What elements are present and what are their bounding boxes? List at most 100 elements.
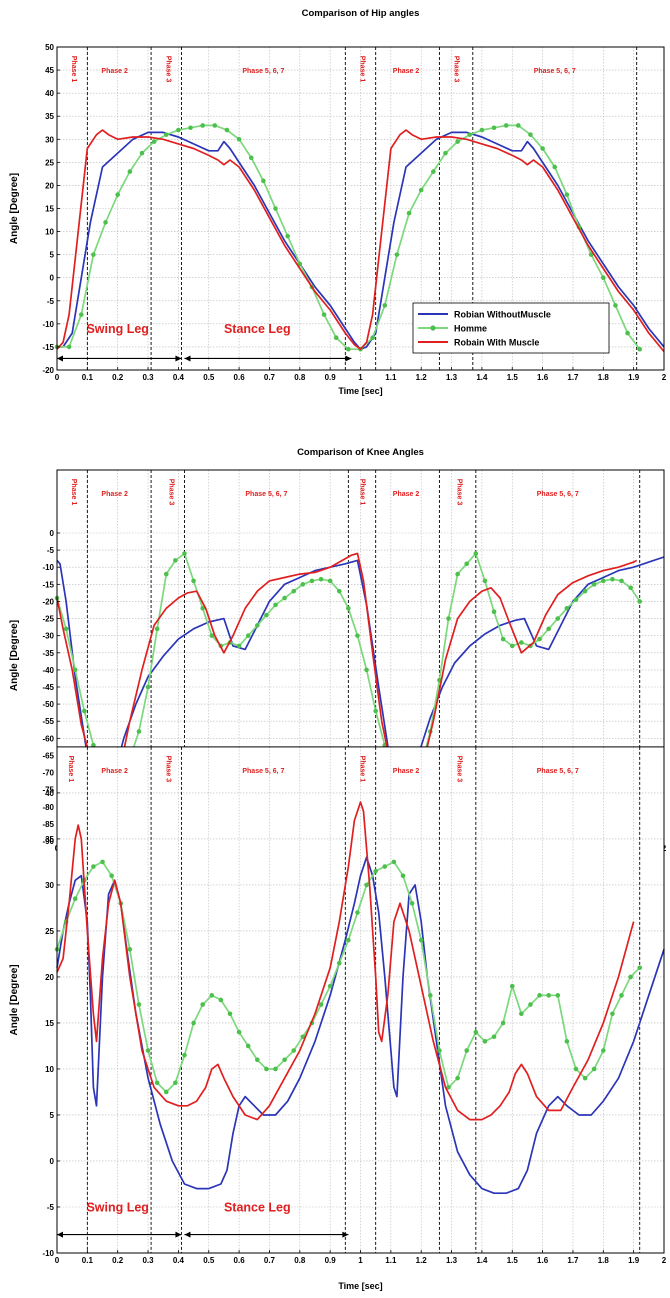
x-tick-label: 1.1: [385, 373, 397, 382]
phase-label: Phase 5, 6, 7: [534, 68, 576, 75]
data-point-homme: [100, 859, 105, 865]
y-tick-label: 25: [45, 158, 54, 167]
phase-label: Phase 5, 6, 7: [242, 768, 284, 775]
y-tick-label: -5: [47, 1203, 55, 1212]
data-point-homme: [91, 252, 96, 257]
x-tick-label: 1: [358, 1256, 363, 1265]
data-point-homme: [297, 261, 303, 267]
data-point-homme: [82, 708, 87, 714]
data-point-homme: [66, 344, 72, 350]
x-tick-label: 0.1: [82, 1256, 94, 1265]
data-point-homme: [431, 169, 436, 174]
y-tick-label: 30: [45, 135, 54, 144]
data-point-homme: [318, 576, 324, 582]
x-tick-label: 0.5: [203, 373, 215, 382]
data-point-homme: [318, 1002, 324, 1007]
data-point-homme: [154, 1080, 160, 1086]
data-point-homme: [63, 626, 69, 632]
data-point-homme: [537, 993, 542, 998]
data-point-homme: [261, 178, 266, 184]
data-point-homme: [291, 588, 297, 594]
y-tick-label: -10: [42, 563, 54, 572]
y-tick-label: -55: [42, 717, 54, 726]
data-point-homme: [109, 873, 114, 879]
data-point-homme: [637, 346, 643, 352]
legend-label: Homme: [454, 324, 487, 334]
data-point-homme: [467, 132, 473, 137]
data-point-homme: [591, 1066, 597, 1072]
legend-marker: [430, 325, 436, 331]
data-point-homme: [336, 588, 342, 594]
x-tick-label: 0.6: [234, 1256, 246, 1265]
y-tick-label: 5: [50, 251, 55, 260]
data-point-homme: [200, 123, 205, 128]
data-point-homme: [103, 220, 108, 225]
data-point-homme: [163, 571, 169, 577]
data-point-homme: [555, 993, 561, 998]
data-point-homme: [248, 155, 254, 161]
data-point-homme: [503, 123, 509, 128]
data-point-homme: [500, 636, 506, 642]
arrow-head: [345, 355, 352, 362]
x-tick-label: 1.7: [567, 373, 579, 382]
y-tick-label: -45: [42, 683, 54, 692]
data-point-homme: [428, 993, 433, 998]
data-point-homme: [588, 252, 594, 257]
y-tick-label: 10: [45, 1065, 54, 1074]
series-line-robain_with: [56, 801, 635, 1121]
data-point-homme: [136, 729, 142, 734]
x-tick-label: 0.1: [82, 373, 94, 382]
data-point-homme: [182, 1052, 187, 1058]
phase-label: Phase 3: [164, 56, 171, 83]
chart-1: Comparison of Hip angles Phase 1 Phase 2 Ph…: [9, 8, 667, 396]
data-point-homme: [482, 1039, 488, 1044]
leg-annotation: Swing Leg: [86, 1201, 149, 1215]
data-point-homme: [264, 1066, 269, 1072]
y-tick-label: -80: [42, 803, 54, 812]
data-point-homme: [500, 1020, 506, 1026]
phase-label: Phase 2: [101, 768, 128, 775]
data-point-homme: [163, 132, 169, 137]
phase-label: Phase 5, 6, 7: [537, 491, 579, 498]
phase-label: Phase 2: [101, 491, 128, 498]
arrow-head: [175, 1231, 182, 1238]
data-point-homme: [437, 1048, 442, 1053]
data-point-homme: [443, 150, 448, 156]
data-point-homme: [355, 633, 360, 638]
x-tick-label: 1: [358, 373, 363, 382]
phase-label: Phase 2: [101, 68, 128, 75]
series-line-robain_with: [56, 129, 665, 353]
data-point-homme: [482, 578, 488, 584]
phase-label: Phase 1: [70, 479, 77, 506]
data-point-homme: [573, 1066, 579, 1072]
data-point-homme: [255, 1057, 260, 1063]
y-tick-label: -40: [42, 666, 54, 675]
data-point-homme: [613, 303, 618, 308]
x-tick-label: 0.2: [112, 373, 124, 382]
data-point-homme: [327, 578, 333, 584]
x-tick-label: 0.4: [173, 373, 185, 382]
data-point-homme: [464, 561, 470, 567]
y-axis-label: Angle [Degree]: [9, 173, 20, 244]
series-line-robian_without: [57, 131, 665, 351]
x-tick-label: 0.9: [325, 1256, 337, 1265]
data-point-homme: [72, 667, 78, 673]
data-point-homme: [176, 127, 181, 133]
data-point-homme: [628, 974, 633, 980]
data-point-homme: [491, 125, 497, 131]
y-tick-label: 40: [45, 89, 54, 98]
y-axis-label: Angle [Degree]: [9, 964, 20, 1035]
legend: Robian WithoutMuscle Homme Robain With Mus…: [412, 302, 610, 354]
y-tick-label: -50: [42, 700, 54, 709]
data-point-homme: [291, 1048, 297, 1053]
y-tick-label: 0: [50, 529, 55, 538]
y-tick-label: -65: [42, 751, 54, 760]
x-tick-label: 0: [55, 1256, 60, 1265]
data-point-homme: [245, 633, 251, 638]
data-point-homme: [619, 578, 624, 584]
data-point-homme: [355, 910, 360, 915]
y-tick-label: 35: [45, 112, 54, 121]
data-point-homme: [400, 873, 406, 879]
arrow-head: [184, 355, 191, 362]
